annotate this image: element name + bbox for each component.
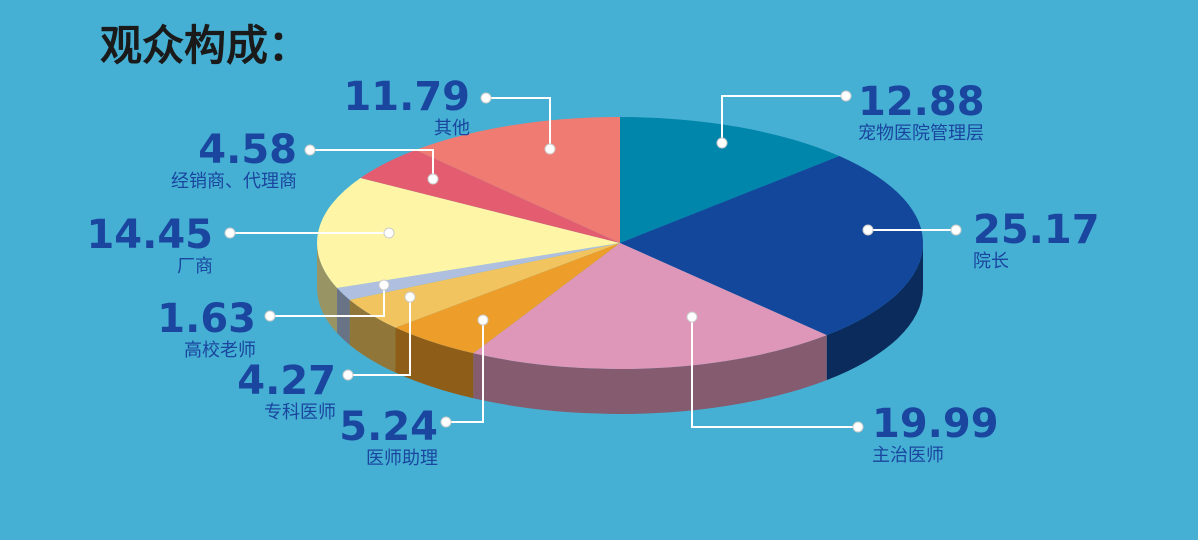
slice-side xyxy=(473,335,827,415)
leader-line xyxy=(270,285,385,317)
category-label: 专科医师 xyxy=(264,402,336,423)
chart-title: 观众构成： xyxy=(100,21,310,70)
slice xyxy=(620,117,840,243)
category-label: 院长 xyxy=(973,251,1009,272)
leader-dot xyxy=(378,279,390,291)
leader-dot xyxy=(544,143,556,155)
leader-dot xyxy=(264,310,276,322)
leader-line xyxy=(446,320,484,423)
leader-dot xyxy=(950,224,962,236)
leader-line xyxy=(721,95,846,143)
category-label: 医师助理 xyxy=(366,448,438,469)
slice xyxy=(395,243,620,354)
category-label: 主治医师 xyxy=(872,445,944,466)
leader-dot xyxy=(383,227,395,239)
slice xyxy=(337,243,620,300)
slice-side xyxy=(317,243,338,334)
leader-dot xyxy=(716,137,728,149)
leader-dot xyxy=(862,224,874,236)
value-label: 19.99 xyxy=(872,401,999,447)
category-label: 厂商 xyxy=(177,256,213,277)
category-label: 经销商、代理商 xyxy=(171,171,297,192)
leader-line xyxy=(348,297,411,376)
leader-dot xyxy=(304,144,316,156)
value-label: 1.63 xyxy=(157,296,256,342)
leader-dot xyxy=(404,291,416,303)
category-label: 其他 xyxy=(434,118,470,139)
leader-dot xyxy=(477,314,489,326)
leader-line xyxy=(486,97,551,149)
value-label: 25.17 xyxy=(973,207,1100,253)
value-label: 5.24 xyxy=(339,404,438,450)
slice xyxy=(473,243,827,369)
value-label: 12.88 xyxy=(858,79,985,125)
leader-dot xyxy=(342,369,354,381)
leader-line xyxy=(691,317,858,428)
value-label: 4.27 xyxy=(237,358,336,404)
leader-dot xyxy=(427,173,439,185)
leader-dot xyxy=(840,90,852,102)
slice xyxy=(415,117,620,243)
slice-side xyxy=(826,243,923,381)
slice-side xyxy=(349,299,396,373)
category-label: 宠物医院管理层 xyxy=(858,123,984,144)
value-label: 11.79 xyxy=(343,74,470,120)
slice xyxy=(360,150,620,243)
slice xyxy=(349,243,620,328)
slice xyxy=(620,156,923,336)
value-label: 14.45 xyxy=(86,212,213,258)
value-label: 4.58 xyxy=(198,127,297,173)
leader-dot xyxy=(224,227,236,239)
leader-dot xyxy=(480,92,492,104)
leader-dot xyxy=(440,416,452,428)
slice xyxy=(317,177,620,289)
leader-dot xyxy=(852,421,864,433)
slice-side xyxy=(395,327,474,399)
leader-line xyxy=(310,149,434,179)
leader-dot xyxy=(686,311,698,323)
category-label: 高校老师 xyxy=(184,340,256,361)
